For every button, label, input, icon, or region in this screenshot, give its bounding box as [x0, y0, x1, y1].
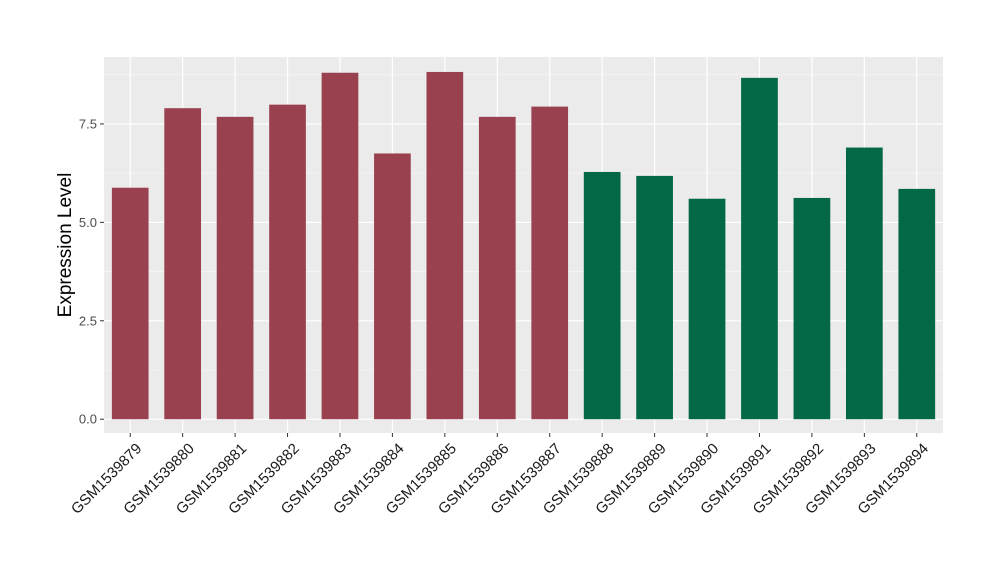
- bar-gsm1539890: [688, 198, 726, 420]
- bar-gsm1539881: [216, 116, 254, 420]
- bar-gsm1539894: [898, 188, 936, 420]
- y-tick-label: 5.0: [79, 215, 97, 230]
- bar-gsm1539892: [793, 197, 831, 420]
- x-axis: GSM1539879GSM1539880GSM1539881GSM1539882…: [68, 433, 932, 518]
- bar-series: [111, 71, 936, 420]
- bar-gsm1539879: [111, 187, 149, 420]
- bar-gsm1539880: [164, 108, 202, 420]
- bar-gsm1539885: [426, 71, 464, 420]
- bar-gsm1539886: [478, 116, 516, 420]
- bar-gsm1539887: [531, 106, 569, 420]
- y-axis: 0.0 2.5 5.0 7.5: [79, 116, 104, 427]
- bar-gsm1539884: [374, 153, 411, 420]
- bar-gsm1539882: [269, 104, 306, 420]
- y-axis-title: Expression Level: [55, 173, 76, 318]
- bar-gsm1539889: [636, 175, 673, 420]
- bar-gsm1539888: [583, 171, 621, 420]
- y-tick-label: 2.5: [79, 313, 97, 328]
- bar-gsm1539893: [845, 147, 883, 420]
- bar-gsm1539891: [741, 77, 778, 420]
- y-tick-label: 7.5: [79, 116, 97, 131]
- bar-gsm1539883: [321, 72, 359, 420]
- y-tick-label: 0.0: [79, 412, 97, 427]
